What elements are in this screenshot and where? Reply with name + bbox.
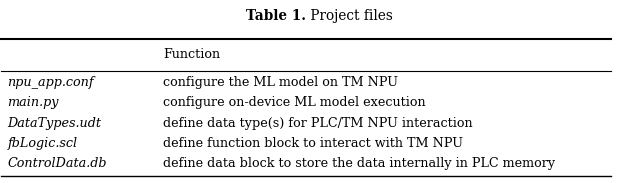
Text: configure on-device ML model execution: configure on-device ML model execution: [163, 96, 426, 109]
Text: Function: Function: [163, 48, 220, 61]
Text: Project files: Project files: [306, 10, 393, 23]
Text: fbLogic.scl: fbLogic.scl: [8, 137, 77, 150]
Text: npu_app.conf: npu_app.conf: [8, 76, 94, 89]
Text: define data type(s) for PLC/TM NPU interaction: define data type(s) for PLC/TM NPU inter…: [163, 117, 472, 130]
Text: Table 1.: Table 1.: [246, 10, 306, 23]
Text: main.py: main.py: [8, 96, 59, 109]
Text: define function block to interact with TM NPU: define function block to interact with T…: [163, 137, 463, 150]
Text: define data block to store the data internally in PLC memory: define data block to store the data inte…: [163, 157, 555, 170]
Text: DataTypes.udt: DataTypes.udt: [8, 117, 102, 130]
Text: ControlData.db: ControlData.db: [8, 157, 107, 170]
Text: configure the ML model on TM NPU: configure the ML model on TM NPU: [163, 76, 398, 89]
